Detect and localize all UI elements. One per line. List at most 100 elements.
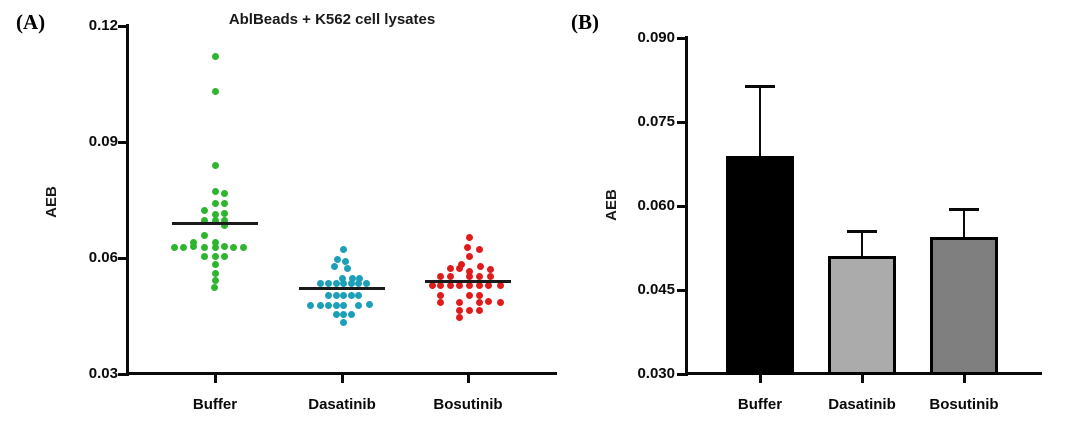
scatter-point-buffer	[211, 239, 219, 247]
scatter-point-dasatinib	[355, 275, 363, 283]
scatter-point-bosutinib	[496, 298, 504, 306]
scatter-point-dasatinib	[338, 274, 346, 282]
panel-b-y-tick	[677, 120, 685, 124]
scatter-point-buffer	[211, 188, 219, 196]
panel-b-x-tick	[758, 375, 762, 383]
scatter-point-buffer	[211, 243, 219, 251]
scatter-point-buffer	[189, 242, 197, 250]
scatter-point-dasatinib	[339, 291, 347, 299]
panel-a-x-axis	[126, 372, 557, 375]
scatter-point-bosutinib	[436, 282, 444, 290]
scatter-point-buffer	[211, 53, 219, 61]
scatter-point-buffer	[211, 88, 219, 96]
panel-b-y-tick	[677, 372, 685, 376]
median-line-buffer	[172, 221, 258, 225]
panel-a-y-tick	[118, 256, 126, 260]
error-bar-stem-bosutinib	[963, 208, 965, 237]
bar-bosutinib	[930, 236, 998, 376]
scatter-point-dasatinib	[316, 280, 324, 288]
panel-b-y-tick-label: 0.090	[637, 29, 675, 46]
bar-buffer	[726, 155, 794, 376]
scatter-point-dasatinib	[332, 291, 340, 299]
scatter-point-dasatinib	[339, 319, 347, 327]
scatter-point-bosutinib	[463, 244, 471, 252]
panel-a-y-tick-label: 0.09	[88, 133, 118, 150]
scatter-point-buffer	[239, 243, 247, 251]
scatter-point-bosutinib	[484, 282, 492, 290]
error-bar-stem-dasatinib	[861, 231, 863, 257]
median-line-dasatinib	[299, 287, 385, 291]
panel-b-y-tick-label: 0.030	[637, 365, 675, 382]
panel-b-category-label: Buffer	[737, 396, 783, 413]
scatter-point-bosutinib	[465, 291, 473, 299]
panel-a-category-label: Bosutinib	[433, 396, 503, 413]
scatter-point-dasatinib	[348, 274, 356, 282]
scatter-point-buffer	[220, 189, 228, 197]
scatter-point-dasatinib	[324, 291, 332, 299]
panel-b-y-tick	[677, 288, 685, 292]
panel-b-y-axis	[685, 36, 688, 376]
scatter-point-bosutinib	[486, 266, 494, 274]
scatter-point-bosutinib	[465, 234, 473, 242]
scatter-point-dasatinib	[339, 246, 347, 254]
scatter-point-buffer	[229, 243, 237, 251]
scatter-point-dasatinib	[354, 291, 362, 299]
scatter-point-buffer	[210, 283, 218, 291]
scatter-point-dasatinib	[316, 301, 324, 309]
scatter-point-dasatinib	[354, 301, 362, 309]
scatter-point-bosutinib	[436, 273, 444, 281]
scatter-point-bosutinib	[455, 264, 463, 272]
scatter-point-buffer	[211, 217, 219, 225]
scatter-point-buffer	[200, 243, 208, 251]
scatter-point-bosutinib	[475, 298, 483, 306]
scatter-point-buffer	[170, 243, 178, 251]
scatter-point-dasatinib	[339, 280, 347, 288]
scatter-point-bosutinib	[475, 291, 483, 299]
scatter-point-dasatinib	[339, 311, 347, 319]
scatter-point-dasatinib	[333, 256, 341, 264]
scatter-point-dasatinib	[347, 291, 355, 299]
scatter-point-bosutinib	[475, 273, 483, 281]
scatter-point-bosutinib	[486, 272, 494, 280]
scatter-point-dasatinib	[362, 279, 370, 287]
panel-a-y-tick-label: 0.06	[88, 249, 118, 266]
panel-a-category-label: Buffer	[192, 396, 238, 413]
median-line-bosutinib	[425, 279, 511, 283]
scatter-point-dasatinib	[343, 264, 351, 272]
panel-b-x-tick	[860, 375, 864, 383]
bar-dasatinib	[828, 256, 896, 376]
scatter-point-bosutinib	[436, 291, 444, 299]
panel-a-y-axis	[126, 24, 129, 376]
scatter-point-buffer	[211, 199, 219, 207]
panel-a-y-tick	[118, 24, 126, 28]
scatter-point-dasatinib	[324, 280, 332, 288]
panel-a-x-tick	[340, 375, 344, 383]
error-bar-cap-dasatinib	[847, 230, 877, 234]
panel-b-y-tick-label: 0.045	[637, 281, 675, 298]
panel-a-y-tick-label: 0.12	[88, 17, 118, 34]
panel-b-y-tick	[677, 36, 685, 40]
scatter-point-bosutinib	[446, 265, 454, 273]
scatter-point-bosutinib	[496, 281, 504, 289]
panel-a-y-axis-label: AEB	[43, 186, 60, 218]
scatter-point-dasatinib	[341, 257, 349, 265]
scatter-point-dasatinib	[354, 280, 362, 288]
panel-b-category-label: Dasatinib	[828, 396, 896, 413]
scatter-point-bosutinib	[484, 297, 492, 305]
scatter-point-bosutinib	[465, 282, 473, 290]
panel-b-y-tick-label: 0.060	[637, 197, 675, 214]
scatter-point-buffer	[179, 243, 187, 251]
scatter-point-buffer	[211, 276, 219, 284]
scatter-point-buffer	[211, 269, 219, 277]
scatter-point-buffer	[220, 222, 228, 230]
scatter-point-bosutinib	[428, 282, 436, 290]
panel-b-label: (B)	[571, 10, 599, 34]
panel-a-label: (A)	[16, 10, 46, 34]
scatter-point-dasatinib	[365, 300, 373, 308]
scatter-point-buffer	[211, 252, 219, 260]
panel-b-y-tick	[677, 204, 685, 208]
scatter-point-dasatinib	[324, 301, 332, 309]
scatter-point-bosutinib	[465, 306, 473, 314]
scatter-point-bosutinib	[455, 314, 463, 322]
scatter-point-buffer	[211, 211, 219, 219]
